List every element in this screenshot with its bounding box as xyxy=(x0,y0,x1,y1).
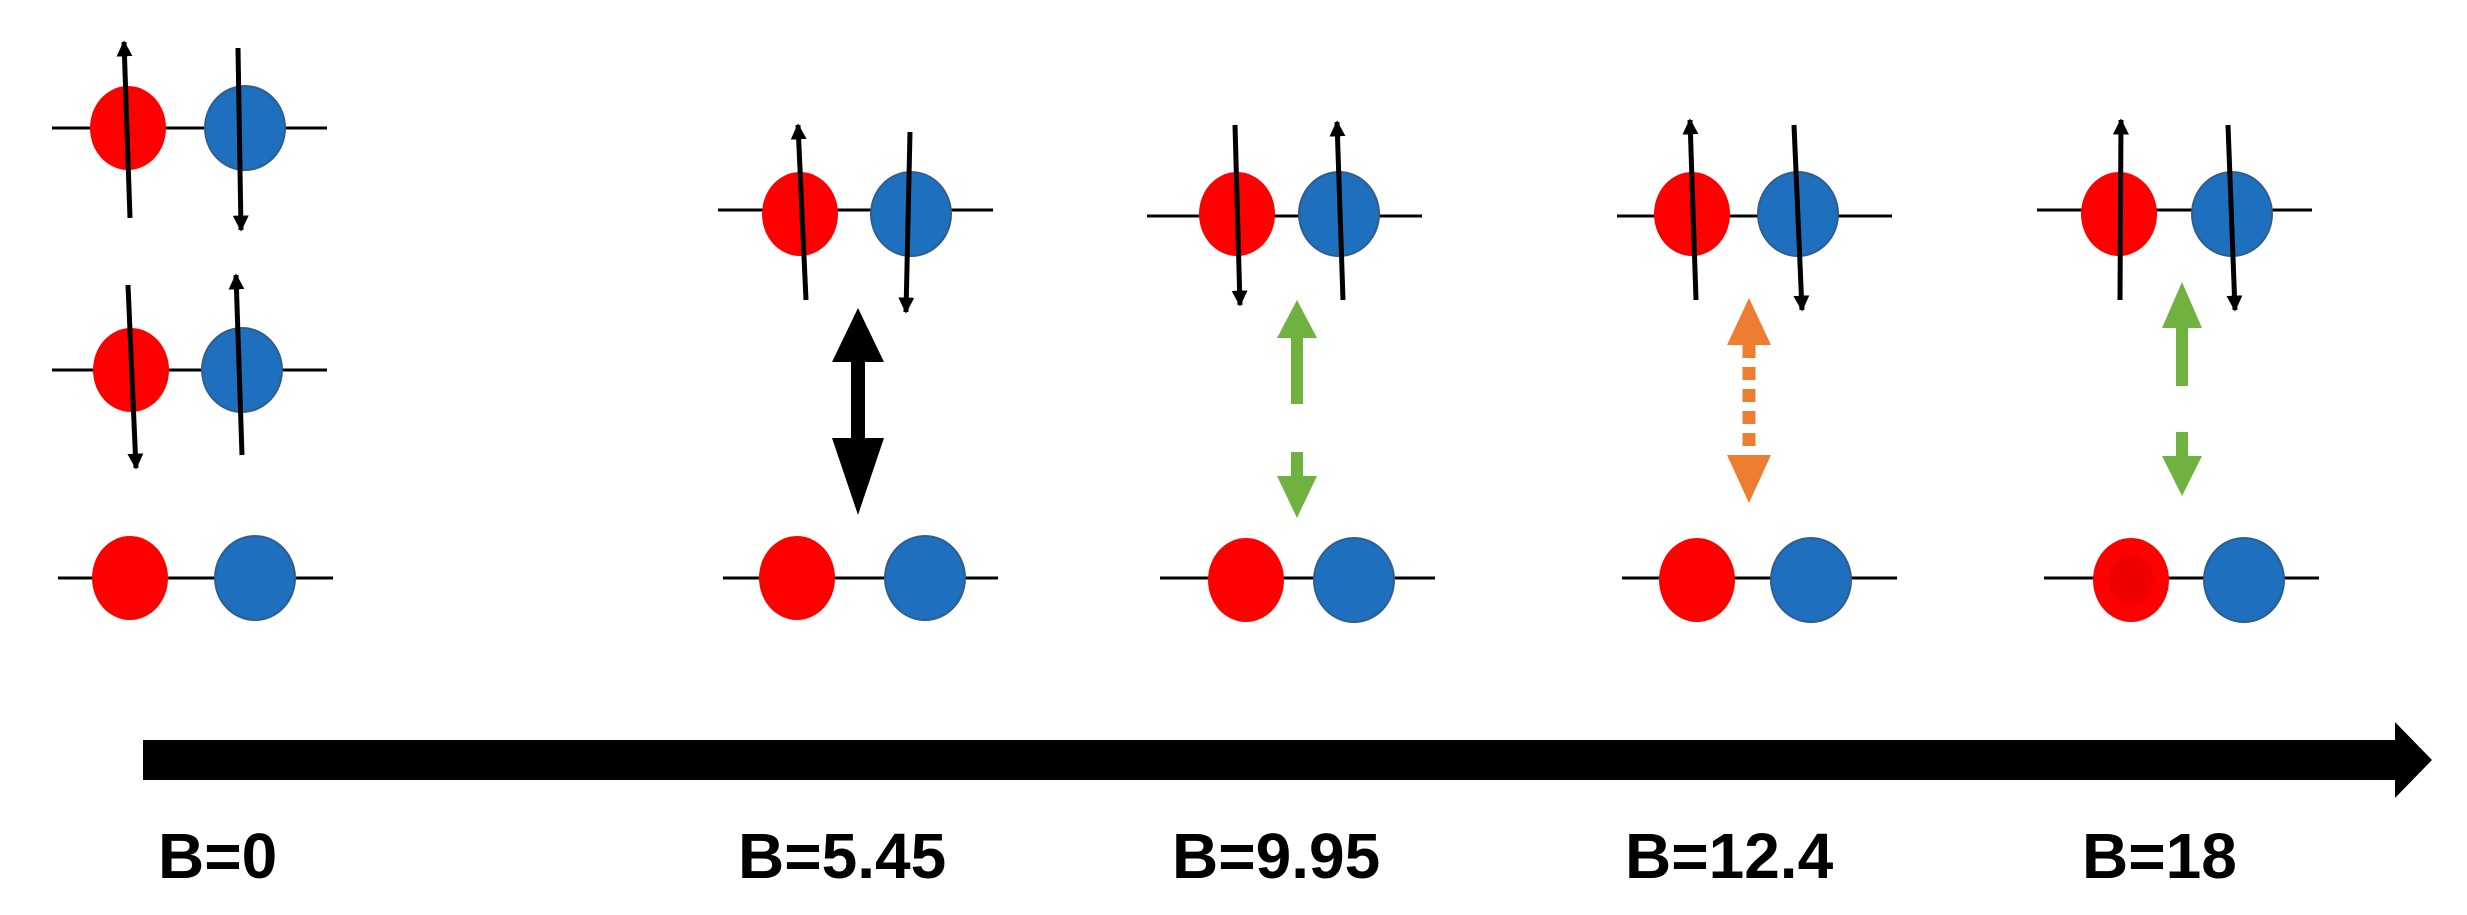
red-atom xyxy=(1208,538,1284,622)
level-b545-upper xyxy=(718,123,993,314)
spin-down-arrow-icon xyxy=(1791,124,1810,312)
spin-up-arrow-icon xyxy=(2112,118,2129,301)
red-atom-inner-shade xyxy=(2109,556,2153,604)
red-atom xyxy=(92,536,168,620)
axis-label-b0: B=0 xyxy=(158,820,277,892)
transition-arrow-solid-black xyxy=(832,308,884,515)
spin-down-arrow-icon xyxy=(1231,124,1248,307)
blue-atom xyxy=(214,535,296,621)
column-b18 xyxy=(2037,118,2319,623)
transition-arrow-dotted-orange xyxy=(1727,298,1771,503)
axis-label-b995: B=9.95 xyxy=(1172,820,1380,892)
spin-up-arrow-icon xyxy=(116,40,133,219)
level-b18-upper xyxy=(2037,118,2312,312)
blue-atom xyxy=(2203,537,2285,623)
level-b995-upper xyxy=(1147,120,1422,307)
axis-label-b18: B=18 xyxy=(2082,820,2237,892)
level-b995-ground xyxy=(1160,537,1435,623)
axis-label-b124: B=12.4 xyxy=(1625,820,1834,892)
spin-up-arrow-icon xyxy=(228,273,245,456)
blue-atom xyxy=(204,85,286,171)
transition-arrow-broken-green xyxy=(2162,282,2202,496)
blue-atom xyxy=(1770,537,1852,623)
spin-down-arrow-icon xyxy=(2225,124,2243,312)
level-b124-upper xyxy=(1617,118,1892,312)
spin-down-arrow-icon xyxy=(125,284,144,470)
spin-down-arrow-icon xyxy=(232,47,249,232)
spin-down-arrow-icon xyxy=(898,131,915,314)
blue-atom xyxy=(1313,537,1395,623)
red-atom xyxy=(1659,538,1735,622)
level-b545-ground xyxy=(723,535,998,621)
field-axis-arrow xyxy=(143,722,2432,798)
red-atom xyxy=(759,536,835,620)
axis-labels: B=0 B=5.45 B=9.95 B=12.4 B=18 xyxy=(158,820,2237,892)
level-b0-ground xyxy=(58,535,333,621)
transition-arrow-broken-green xyxy=(1277,300,1317,518)
spin-up-arrow-icon xyxy=(1329,120,1346,301)
column-b0 xyxy=(52,40,333,621)
column-b124 xyxy=(1617,118,1897,623)
column-b545 xyxy=(718,123,998,621)
axis-label-b545: B=5.45 xyxy=(738,820,946,892)
spin-up-arrow-icon xyxy=(1682,118,1699,301)
blue-atom xyxy=(884,535,966,621)
level-b0-middle xyxy=(52,273,327,470)
column-b995 xyxy=(1147,120,1435,623)
level-b124-ground xyxy=(1622,537,1897,623)
level-b0-upper xyxy=(52,40,327,232)
level-b18-ground xyxy=(2044,537,2319,623)
spin-up-arrow-icon xyxy=(790,123,809,301)
